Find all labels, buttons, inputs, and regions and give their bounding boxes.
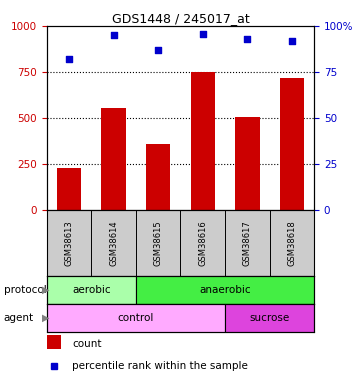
Text: aerobic: aerobic — [72, 285, 111, 295]
Bar — [47, 304, 225, 332]
Bar — [279, 78, 304, 210]
Text: GSM38617: GSM38617 — [243, 220, 252, 266]
Bar — [225, 304, 314, 332]
Point — [155, 47, 161, 53]
Bar — [136, 276, 314, 304]
Bar — [191, 72, 215, 210]
Point — [289, 38, 295, 44]
Point — [200, 31, 206, 37]
Point — [111, 33, 117, 39]
Point — [244, 36, 250, 42]
Text: percentile rank within the sample: percentile rank within the sample — [72, 362, 248, 371]
Text: GSM38615: GSM38615 — [154, 220, 163, 266]
Bar — [146, 144, 170, 210]
Text: GSM38616: GSM38616 — [198, 220, 207, 266]
Bar — [47, 335, 61, 349]
Text: GSM38613: GSM38613 — [65, 220, 74, 266]
Text: sucrose: sucrose — [249, 313, 290, 323]
Title: GDS1448 / 245017_at: GDS1448 / 245017_at — [112, 12, 249, 25]
Text: ▶: ▶ — [42, 313, 49, 323]
Bar — [47, 276, 136, 304]
Text: agent: agent — [4, 313, 34, 323]
Bar — [101, 108, 126, 210]
Text: GSM38614: GSM38614 — [109, 220, 118, 266]
Text: count: count — [72, 339, 102, 349]
Bar — [57, 168, 82, 210]
Text: GSM38618: GSM38618 — [287, 220, 296, 266]
Text: protocol: protocol — [4, 285, 46, 295]
Point — [66, 56, 72, 62]
Bar — [235, 117, 260, 210]
Text: anaerobic: anaerobic — [199, 285, 251, 295]
Text: ▶: ▶ — [42, 285, 49, 295]
Text: control: control — [118, 313, 154, 323]
